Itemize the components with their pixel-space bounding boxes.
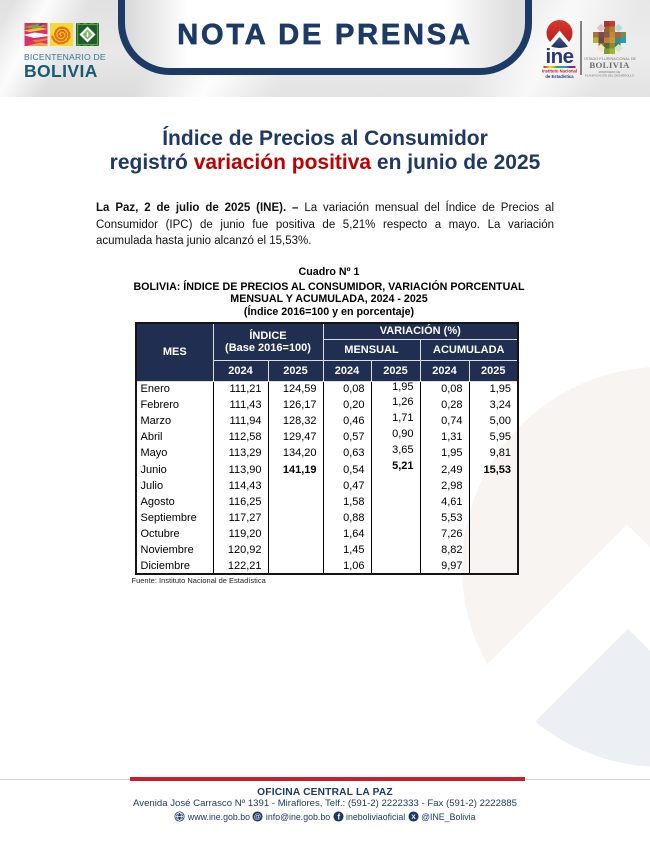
svg-text:de Estadística: de Estadística [545,74,574,79]
svg-text:f: f [337,812,340,821]
svg-text:@: @ [254,812,261,821]
svg-text:ESTADO PLURINACIONAL DE: ESTADO PLURINACIONAL DE [584,57,637,61]
svg-text:X: X [411,813,416,820]
svg-text:BICENTENARIO DE: BICENTENARIO DE [24,52,106,62]
svg-text:MINISTERIO DE: MINISTERIO DE [599,70,621,74]
svg-text:PLANIFICACIÓN DEL DESARROLLO: PLANIFICACIÓN DEL DESARROLLO [585,73,635,78]
svg-text:BOLIVIA: BOLIVIA [589,60,630,70]
svg-text:ine: ine [545,45,573,68]
svg-text:BOLIVIA: BOLIVIA [24,61,98,80]
svg-text:Instituto Nacional: Instituto Nacional [542,69,577,74]
